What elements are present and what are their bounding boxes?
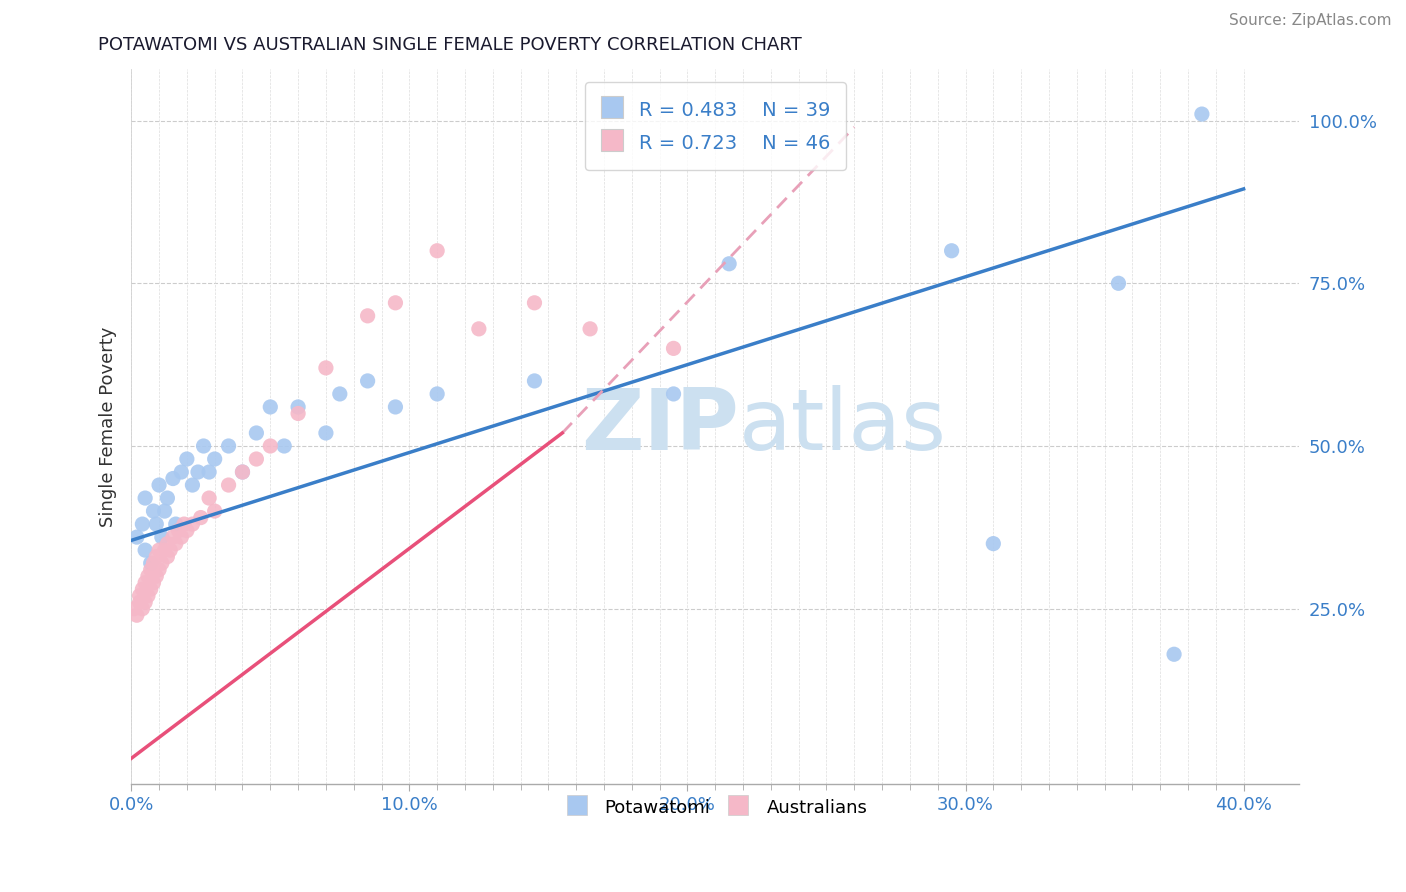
Point (579, 322, 602, 336)
Point (156, 536, 179, 550)
Point (287, 400, 309, 414)
Point (162, 471, 184, 485)
Text: Source: ZipAtlas.com: Source: ZipAtlas.com (1229, 13, 1392, 29)
Point (156, 549, 179, 564)
Point (162, 530, 184, 544)
Point (145, 517, 167, 532)
Point (181, 478, 204, 492)
Point (523, 374, 546, 388)
Point (145, 569, 167, 583)
Point (167, 524, 190, 538)
Point (139, 556, 162, 570)
Text: ZIP: ZIP (581, 385, 738, 468)
Point (198, 465, 221, 479)
Point (1107, 277, 1129, 291)
Text: POTAWATOMI VS AUSTRALIAN SINGLE FEMALE POVERTY CORRELATION CHART: POTAWATOMI VS AUSTRALIAN SINGLE FEMALE P… (98, 36, 803, 54)
Point (204, 504, 226, 518)
Point (145, 549, 167, 564)
Point (1163, 647, 1185, 661)
Point (662, 387, 685, 401)
Point (523, 295, 546, 310)
Point (468, 322, 491, 336)
Point (122, 601, 145, 615)
Point (139, 582, 162, 597)
Point (426, 387, 449, 401)
Point (356, 374, 378, 388)
Point (142, 504, 165, 518)
Point (128, 589, 150, 603)
Point (134, 575, 156, 590)
Point (231, 465, 253, 479)
Point (662, 342, 685, 356)
Point (134, 491, 156, 505)
Point (170, 465, 193, 479)
Point (173, 517, 195, 532)
Point (315, 360, 337, 375)
Point (165, 517, 187, 532)
Point (125, 530, 148, 544)
Point (190, 510, 212, 524)
Legend: Potawatomi, Australians: Potawatomi, Australians (555, 789, 875, 825)
Y-axis label: Single Female Poverty: Single Female Poverty (100, 326, 117, 526)
Point (218, 439, 240, 453)
Point (139, 563, 162, 577)
Point (356, 309, 378, 323)
Point (148, 543, 170, 558)
Point (181, 517, 204, 532)
Point (150, 530, 173, 544)
Point (156, 491, 179, 505)
Point (153, 543, 176, 558)
Point (150, 556, 173, 570)
Point (131, 517, 153, 532)
Point (159, 543, 181, 558)
Point (148, 478, 170, 492)
Point (315, 425, 337, 440)
Point (134, 543, 156, 558)
Point (218, 478, 240, 492)
Point (165, 536, 187, 550)
Point (176, 524, 198, 538)
Point (128, 595, 150, 609)
Point (176, 452, 198, 467)
Point (134, 595, 156, 609)
Point (245, 425, 267, 440)
Point (1191, 107, 1213, 121)
Point (204, 452, 226, 467)
Point (198, 491, 221, 505)
Point (193, 439, 215, 453)
Point (142, 575, 165, 590)
Point (273, 439, 295, 453)
Point (245, 452, 267, 467)
Point (384, 400, 406, 414)
Point (136, 589, 159, 603)
Point (136, 569, 159, 583)
Point (384, 295, 406, 310)
Point (231, 465, 253, 479)
Point (981, 536, 1004, 550)
Point (287, 407, 309, 421)
Point (170, 530, 193, 544)
Point (131, 601, 153, 615)
Point (259, 400, 281, 414)
Point (153, 504, 176, 518)
Point (329, 387, 352, 401)
Point (125, 608, 148, 623)
Point (148, 563, 170, 577)
Point (131, 582, 153, 597)
Point (941, 244, 963, 258)
Point (142, 556, 165, 570)
Text: atlas: atlas (738, 385, 946, 468)
Point (187, 465, 209, 479)
Point (426, 244, 449, 258)
Point (718, 257, 741, 271)
Point (259, 439, 281, 453)
